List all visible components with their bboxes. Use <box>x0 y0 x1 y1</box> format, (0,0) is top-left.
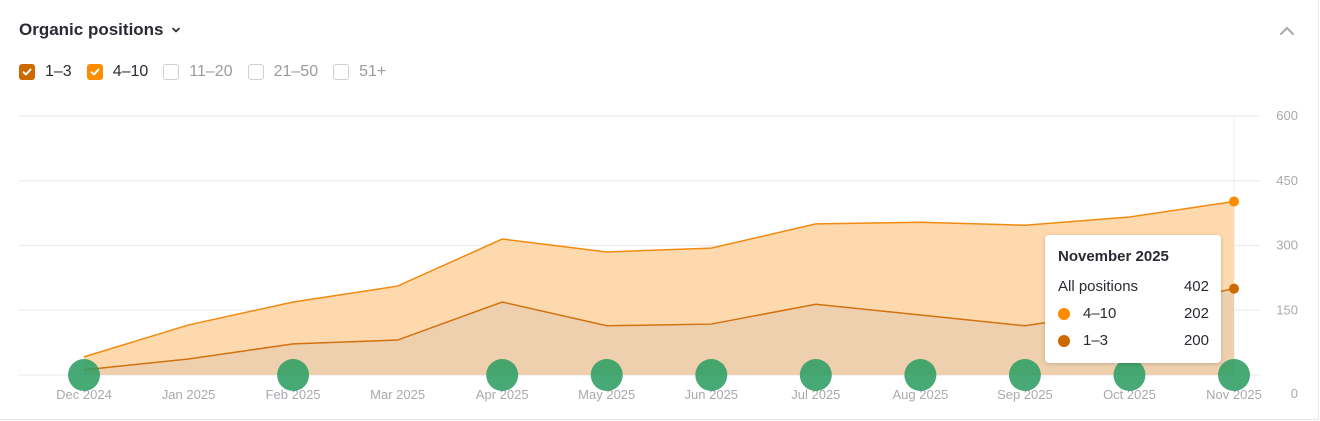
event-marker-icon[interactable] <box>904 359 937 391</box>
x-tick-label: Oct 2025 <box>1103 387 1156 402</box>
tooltip: November 2025 All positions 402 4–10 202… <box>1045 235 1221 363</box>
line-1-3 <box>83 287 1235 371</box>
y-tick-label: 600 <box>1276 108 1298 123</box>
filter-4-10[interactable]: 4–10 <box>86 63 149 81</box>
x-tick-label: Jul 2025 <box>791 387 840 402</box>
legend-dot-icon <box>1058 307 1070 320</box>
filter-11-20[interactable]: 11–20 <box>163 63 233 81</box>
filter-21-50[interactable]: 21–50 <box>247 63 319 81</box>
event-marker-icon[interactable] <box>799 359 832 391</box>
filter-label: 4–10 <box>112 63 149 80</box>
event-marker-icon[interactable] <box>277 359 310 391</box>
x-tick-label: Apr 2025 <box>476 387 529 402</box>
filter-label: 11–20 <box>189 63 233 80</box>
x-tick-label: Nov 2025 <box>1206 387 1262 402</box>
event-marker-icon[interactable] <box>695 359 728 391</box>
checkbox[interactable] <box>163 64 180 80</box>
title-dropdown[interactable]: Organic positions <box>19 20 182 40</box>
event-marker-icon[interactable] <box>68 359 100 391</box>
tooltip-row-1-3: 1–3 200 <box>1058 327 1209 354</box>
x-tick-label: Jun 2025 <box>685 387 739 402</box>
y-tick-label: 150 <box>1276 302 1298 317</box>
tooltip-label: 4–10 <box>1083 305 1117 322</box>
x-tick-label: Mar 2025 <box>370 387 425 402</box>
checkbox[interactable] <box>333 64 350 80</box>
event-marker-icon[interactable] <box>1218 359 1250 391</box>
event-marker-icon[interactable] <box>486 359 519 391</box>
event-marker-icon[interactable] <box>590 359 623 391</box>
x-tick-label: Dec 2024 <box>56 387 112 402</box>
highlight-point-1-3 <box>1229 283 1239 294</box>
check-icon[interactable] <box>86 64 103 80</box>
tooltip-title: November 2025 <box>1058 248 1169 265</box>
event-marker-icon[interactable] <box>1113 359 1146 391</box>
tooltip-label: All positions <box>1058 278 1139 295</box>
x-tick-label: Jan 2025 <box>162 387 216 402</box>
x-tick-label: May 2025 <box>578 387 635 402</box>
x-tick-label: Aug 2025 <box>893 387 949 402</box>
chevron-up-icon[interactable] <box>1278 22 1296 40</box>
y-tick-label: 0 <box>1291 386 1298 401</box>
tooltip-row-4-10: 4–10 202 <box>1058 300 1209 327</box>
tooltip-value: 200 <box>1183 332 1209 349</box>
position-filters: 1–3 4–10 11–20 21–50 51+ <box>19 63 401 81</box>
tooltip-value: 202 <box>1183 305 1209 322</box>
tooltip-value: 402 <box>1183 278 1209 295</box>
tooltip-row-all: All positions 402 <box>1058 273 1209 300</box>
chevron-down-icon <box>171 27 180 33</box>
highlight-point-4-10 <box>1229 196 1239 207</box>
chart-title: Organic positions <box>19 20 164 39</box>
filter-label: 21–50 <box>273 63 319 80</box>
filter-label: 1–3 <box>45 63 72 80</box>
event-marker-icon[interactable] <box>1008 359 1041 391</box>
area-1-3 <box>84 288 1234 375</box>
checkbox[interactable] <box>247 64 264 80</box>
line-4-10 <box>83 200 1235 358</box>
filter-51-plus[interactable]: 51+ <box>333 63 386 81</box>
tooltip-label: 1–3 <box>1083 332 1109 349</box>
y-tick-label: 300 <box>1276 238 1298 253</box>
filter-label: 51+ <box>359 63 387 80</box>
x-tick-label: Sep 2025 <box>997 387 1053 402</box>
y-tick-label: 450 <box>1276 173 1298 188</box>
x-tick-label: Feb 2025 <box>266 387 321 402</box>
check-icon[interactable] <box>19 64 35 80</box>
filter-1-3[interactable]: 1–3 <box>19 63 72 81</box>
legend-dot-icon <box>1058 334 1070 347</box>
